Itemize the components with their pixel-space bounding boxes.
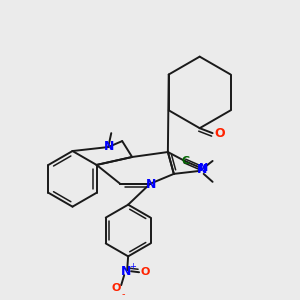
Text: C: C	[182, 156, 190, 166]
Text: N: N	[121, 265, 131, 278]
Text: N: N	[146, 178, 156, 191]
Text: O: O	[140, 267, 150, 277]
Text: +: +	[129, 262, 136, 271]
Text: O: O	[112, 283, 121, 293]
Text: -: -	[122, 289, 125, 299]
Text: N: N	[196, 164, 207, 176]
Text: N: N	[199, 163, 208, 173]
Text: O: O	[214, 127, 225, 140]
Text: N: N	[104, 140, 114, 153]
